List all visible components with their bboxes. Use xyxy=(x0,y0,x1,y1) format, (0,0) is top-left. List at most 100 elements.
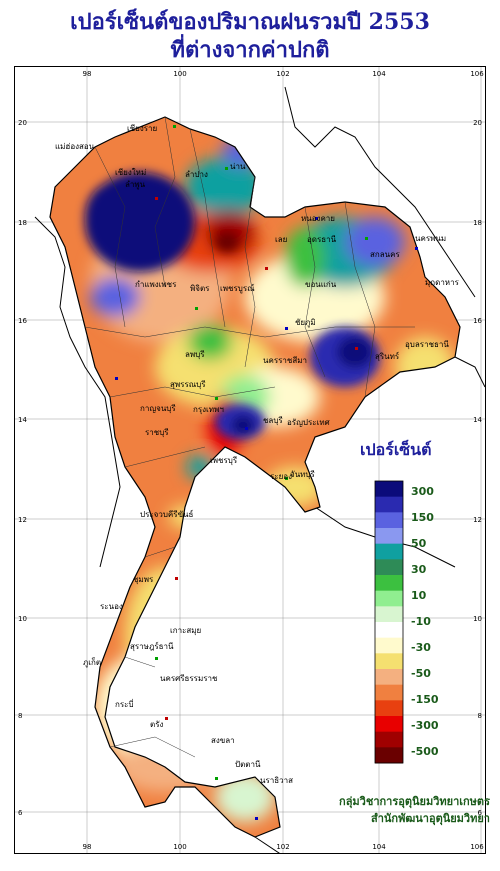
legend-swatch xyxy=(375,716,403,733)
place-label: ชุมพร xyxy=(133,575,154,584)
place-label: ชลบุรี xyxy=(263,416,283,425)
lon-tick-labels-top: 98 100 102 104 106 xyxy=(83,70,485,78)
legend-swatch xyxy=(375,606,403,623)
lat-tick: 20 xyxy=(473,119,482,127)
legend-swatch xyxy=(375,653,403,670)
place-label: นครราชสีมา xyxy=(263,356,307,365)
lon-tick: 106 xyxy=(470,70,484,78)
place-label: อุบลราชธานี xyxy=(405,340,449,349)
map-title: เปอร์เซ็นต์ของปริมาณฝนรวมปี 2553 ที่ต่าง… xyxy=(0,0,500,64)
legend-swatch xyxy=(375,684,403,701)
lon-tick-labels-bottom: 98 100 102 104 106 xyxy=(83,843,485,851)
lon-tick: 104 xyxy=(372,70,386,78)
credit-block: กลุ่มวิชาการอุตุนิยมวิทยาเกษตร สำนักพัฒน… xyxy=(300,793,490,827)
place-label: จันทบุรี xyxy=(290,470,316,479)
place-label: น่าน xyxy=(230,162,246,171)
place-label: เพชรบูรณ์ xyxy=(220,283,255,294)
legend-swatch xyxy=(375,747,403,764)
place-label: สุราษฎร์ธานี xyxy=(130,641,174,651)
place-label: ราชบุรี xyxy=(145,428,169,437)
title-line-1: เปอร์เซ็นต์ของปริมาณฝนรวมปี 2553 xyxy=(70,9,430,35)
lon-tick: 98 xyxy=(83,70,92,78)
lat-tick: 12 xyxy=(18,516,27,524)
place-label: กรุงเทพฯ xyxy=(193,405,224,414)
legend-label: -300 xyxy=(411,719,439,732)
place-label: ประจวบคีรีขันธ์ xyxy=(140,509,194,519)
place-label: อรัญประเทศ xyxy=(287,418,330,427)
province-boundaries xyxy=(84,116,415,758)
place-labels: เชียงราย เชียงใหม่ ลำพูน ลำปาง น่าน แม่ฮ… xyxy=(55,124,460,785)
lat-tick: 8 xyxy=(18,712,22,720)
place-label: นครศรีธรรมราช xyxy=(160,674,218,683)
place-label: เลย xyxy=(275,235,287,244)
lat-tick: 18 xyxy=(473,219,482,227)
place-label: ขอนแก่น xyxy=(305,280,337,289)
legend-label: -50 xyxy=(411,667,431,680)
legend-label: -500 xyxy=(411,745,439,758)
lat-tick: 20 xyxy=(18,119,27,127)
lat-tick-labels-right: 20 18 16 14 12 10 8 6 xyxy=(473,119,482,817)
lon-tick: 104 xyxy=(372,843,386,851)
legend-label: 30 xyxy=(411,563,427,576)
lon-tick: 100 xyxy=(173,70,186,78)
place-label: สกลนคร xyxy=(370,250,400,259)
legend-swatch xyxy=(375,481,403,498)
lon-tick: 102 xyxy=(276,843,289,851)
lon-tick: 106 xyxy=(470,843,484,851)
place-label: นครพนม xyxy=(415,234,446,243)
legend-swatch xyxy=(375,622,403,639)
lat-tick: 18 xyxy=(18,219,27,227)
place-label: นราธิวาส xyxy=(260,776,293,785)
legend-labels: 300 150 50 30 10 -10 -30 -50 -150 -300 -500 xyxy=(411,485,439,758)
lat-tick: 12 xyxy=(473,516,482,524)
lon-tick: 98 xyxy=(83,843,92,851)
legend-swatch xyxy=(375,528,403,545)
title-line-2: ที่ต่างจากค่าปกติ xyxy=(170,37,330,63)
place-label: อุดรธานี xyxy=(307,235,337,244)
place-label: ระยอง xyxy=(270,472,292,481)
thailand-outline xyxy=(49,116,461,838)
legend-swatch xyxy=(375,637,403,654)
place-label: สุรินทร์ xyxy=(375,351,400,361)
map-frame: เชียงราย เชียงใหม่ ลำพูน ลำปาง น่าน แม่ฮ… xyxy=(14,66,486,858)
place-label: พิจิตร xyxy=(190,284,210,293)
place-label: ลพบุรี xyxy=(185,350,205,359)
place-label: สงขลา xyxy=(211,736,235,745)
place-label: แม่ฮ่องสอน xyxy=(55,142,95,151)
place-label: ตรัง xyxy=(150,720,163,729)
lat-tick: 6 xyxy=(18,809,23,817)
legend-label: 10 xyxy=(411,589,427,602)
lat-tick: 14 xyxy=(473,416,482,424)
place-label: ระนอง xyxy=(100,602,123,611)
place-label: ภูเก็ต xyxy=(83,657,101,668)
place-label: ชัยภูมิ xyxy=(295,318,316,328)
legend-colorbar xyxy=(374,480,404,764)
credit-line-1: กลุ่มวิชาการอุตุนิยมวิทยาเกษตร xyxy=(339,795,490,808)
legend-swatch xyxy=(375,575,403,592)
legend-label: 300 xyxy=(411,485,434,498)
legend-swatch xyxy=(375,512,403,529)
place-label: เกาะสมุย xyxy=(170,626,201,635)
legend-swatch xyxy=(375,700,403,717)
lat-tick: 8 xyxy=(478,712,482,720)
place-label: ปัตตานี xyxy=(235,760,261,769)
station-markers xyxy=(115,125,418,820)
place-label: กำแพงเพชร xyxy=(135,280,177,289)
legend-swatch xyxy=(375,496,403,513)
legend-label: 50 xyxy=(411,537,427,550)
legend-swatch xyxy=(375,543,403,560)
legend-label: 150 xyxy=(411,511,434,524)
legend-label: -30 xyxy=(411,641,431,654)
lat-tick: 14 xyxy=(18,416,27,424)
legend-swatch xyxy=(375,731,403,748)
legend-title: เปอร์เซ็นต์ xyxy=(360,440,432,459)
credit-line-2: สำนักพัฒนาอุตุนิยมวิทยา xyxy=(371,812,490,825)
place-label: หนองคาย xyxy=(301,214,335,223)
legend-outline xyxy=(374,480,404,764)
place-label: สุพรรณบุรี xyxy=(170,380,206,389)
legend-swatch xyxy=(375,590,403,607)
place-label: เชียงใหม่ xyxy=(115,168,146,177)
place-label: เชียงราย xyxy=(127,124,157,133)
place-label: มุกดาหาร xyxy=(425,278,460,287)
lat-tick: 16 xyxy=(473,317,482,325)
